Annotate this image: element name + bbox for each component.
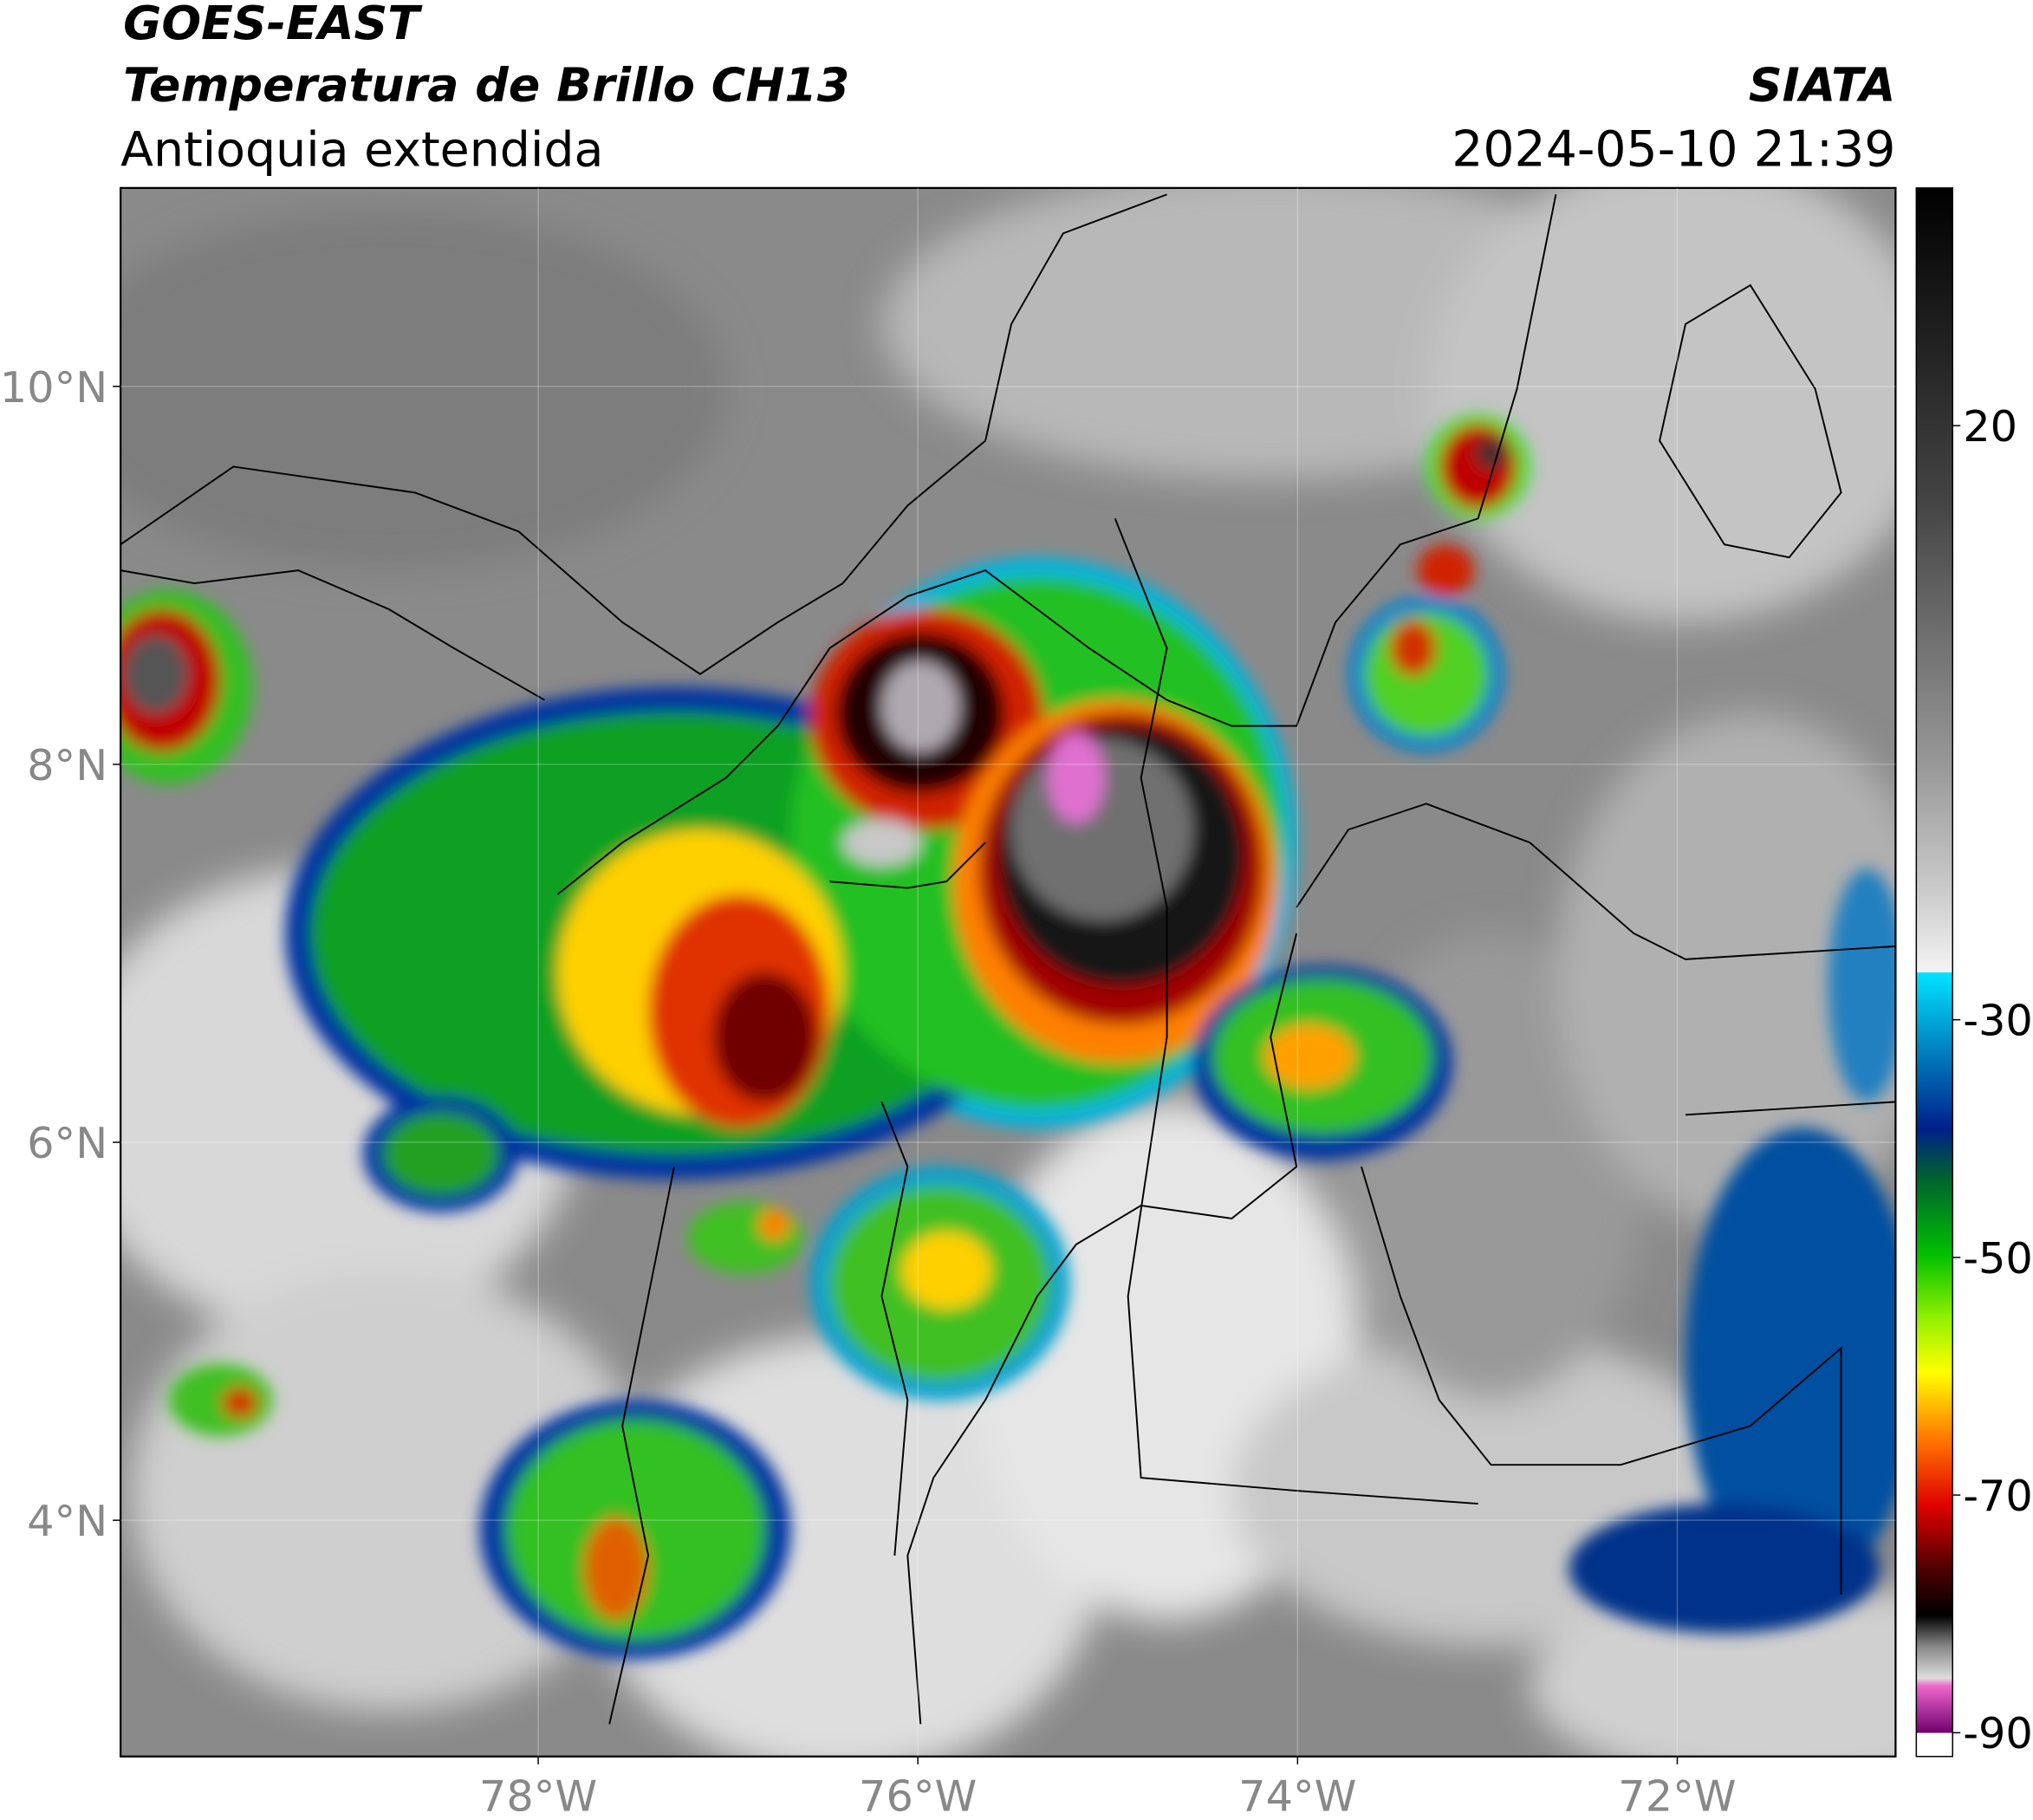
x-tick-label: 72°W [1618, 1771, 1736, 1820]
datetime: 2024-05-10 21:39 [1452, 120, 1895, 178]
map-frame [120, 186, 1897, 1758]
x-tick-label: 76°W [859, 1771, 977, 1820]
satellite-image [120, 187, 1896, 1757]
colorbar-tick-label: -50 [1963, 1233, 2033, 1284]
y-tick-label: 8°N [27, 740, 107, 790]
colorbar [1915, 187, 1953, 1758]
region: Antioquia extendida [120, 122, 603, 178]
colorbar-tick-label: -30 [1963, 996, 2033, 1046]
y-tick-label: 6°N [27, 1118, 107, 1168]
title: GOES-EAST [123, 0, 423, 50]
subtitle: Temperatura de Brillo CH13 [123, 58, 849, 113]
colorbar-tick-label: -70 [1963, 1471, 2033, 1521]
y-tick-label: 4°N [27, 1496, 107, 1546]
y-tick-label: 10°N [0, 362, 107, 413]
colorbar-tick-label: 20 [1963, 401, 2017, 452]
x-tick-label: 74°W [1238, 1771, 1356, 1820]
colorbar-tick-label: -90 [1963, 1708, 2033, 1758]
colorbar-axis: 20 -30 -50 -70 -90 [1952, 401, 2033, 1758]
borders [120, 193, 1896, 1725]
source: SIATA [1749, 58, 1896, 113]
x-tick-label: 78°W [479, 1771, 597, 1820]
axes: 78°W 76°W 74°W 72°W 10°N 8°N 6°N 4°N [0, 187, 1896, 1820]
